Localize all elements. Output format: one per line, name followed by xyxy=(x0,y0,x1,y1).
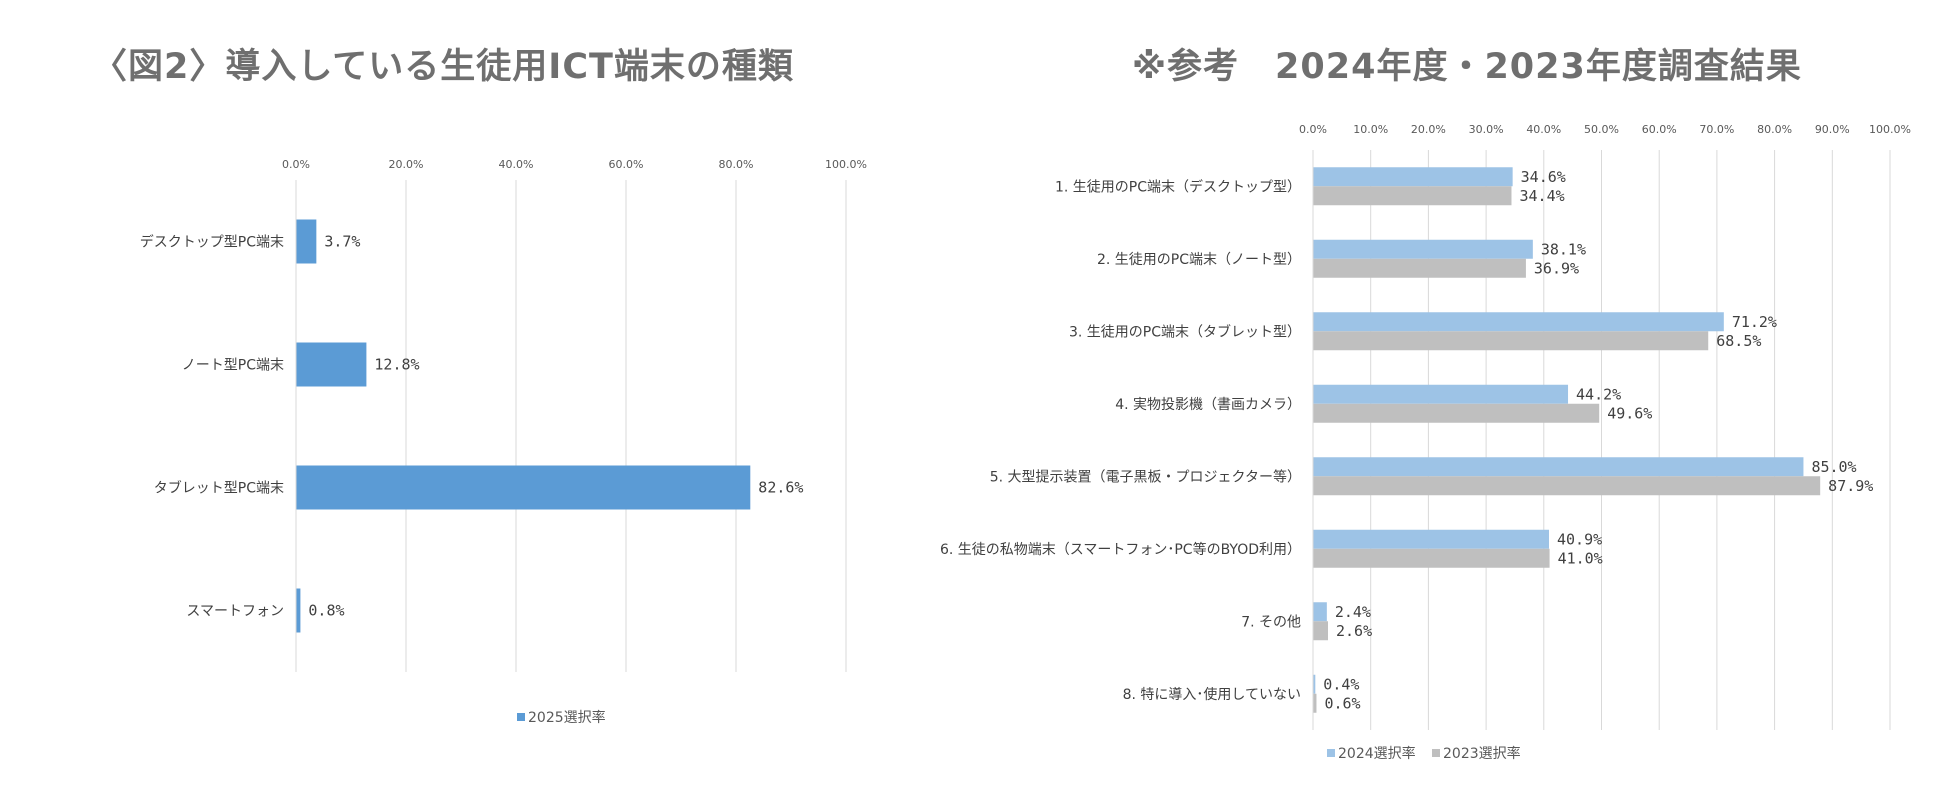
right-data-label: 2.6% xyxy=(1336,622,1372,640)
right-category-label: 5. 大型提示装置（電子黒板・プロジェクター等） xyxy=(990,468,1301,485)
left-data-label: 82.6% xyxy=(758,479,803,497)
left-tick-label: 80.0% xyxy=(719,158,754,171)
right-data-label: 44.2% xyxy=(1576,385,1621,403)
right-tick-label: 60.0% xyxy=(1642,123,1677,136)
right-bar xyxy=(1313,239,1533,259)
left-tick-label: 40.0% xyxy=(499,158,534,171)
right-bar xyxy=(1313,384,1569,404)
right-data-label: 87.9% xyxy=(1828,477,1873,495)
left-tick-label: 100.0% xyxy=(825,158,867,171)
right-tick-label: 30.0% xyxy=(1469,123,1504,136)
right-bar xyxy=(1313,476,1821,496)
right-tick-label: 20.0% xyxy=(1411,123,1446,136)
right-data-label: 34.4% xyxy=(1519,187,1564,205)
right-data-label: 0.6% xyxy=(1324,694,1360,712)
right-category-label: 2. 生徒用のPC端末（ノート型） xyxy=(1097,252,1301,268)
left-bar xyxy=(296,588,301,633)
right-tick-label: 10.0% xyxy=(1353,123,1388,136)
right-data-label: 34.6% xyxy=(1521,168,1566,186)
right-data-label: 2.4% xyxy=(1335,603,1371,621)
right-category-label: 6. 生徒の私物端末（スマートフォン･PC等のBYOD利用） xyxy=(940,541,1301,558)
right-bar xyxy=(1313,621,1329,641)
right-data-label: 40.9% xyxy=(1557,530,1602,548)
right-legend-label: 2024選択率 xyxy=(1338,745,1416,762)
left-bar xyxy=(296,465,751,510)
right-tick-label: 80.0% xyxy=(1757,123,1792,136)
right-tick-label: 40.0% xyxy=(1526,123,1561,136)
right-tick-label: 90.0% xyxy=(1815,123,1850,136)
right-category-label: 3. 生徒用のPC端末（タブレット型） xyxy=(1069,323,1301,340)
left-tick-label: 60.0% xyxy=(609,158,644,171)
left-data-label: 0.8% xyxy=(308,602,344,620)
right-category-label: 7. その他 xyxy=(1241,614,1301,630)
right-bar xyxy=(1313,457,1804,477)
left-tick-label: 20.0% xyxy=(389,158,424,171)
left-bar xyxy=(296,219,317,264)
right-bar xyxy=(1313,674,1316,694)
left-category-label: デスクトップ型PC端末 xyxy=(140,234,284,251)
right-legend-label: 2023選択率 xyxy=(1443,745,1521,762)
right-data-label: 49.6% xyxy=(1607,404,1652,422)
right-bar xyxy=(1313,548,1550,568)
left-bar-chart: 0.0% 20.0% 40.0% 60.0% 80.0% 100.0% デスクトップ型PC端… xyxy=(140,158,867,726)
right-chart-title: ※参考 2024年度・2023年度調査結果 xyxy=(1132,47,1802,87)
right-bar xyxy=(1313,529,1549,549)
left-data-label: 12.8% xyxy=(374,356,419,374)
left-legend-swatch xyxy=(517,713,525,721)
right-bar xyxy=(1313,167,1513,187)
right-category-label: 4. 実物投影機（書画カメラ） xyxy=(1115,397,1301,413)
right-bar xyxy=(1313,186,1512,206)
right-data-label: 71.2% xyxy=(1732,313,1777,331)
left-category-label: ノート型PC端末 xyxy=(182,358,284,374)
right-category-label: 8. 特に導入･使用していない xyxy=(1123,686,1301,703)
right-tick-label: 50.0% xyxy=(1584,123,1619,136)
right-bar xyxy=(1313,602,1327,622)
right-data-label: 41.0% xyxy=(1558,549,1603,567)
right-data-label: 38.1% xyxy=(1541,240,1586,258)
left-category-label: タブレット型PC端末 xyxy=(154,480,284,497)
left-bar xyxy=(296,342,367,387)
right-data-label: 36.9% xyxy=(1534,259,1579,277)
right-bar xyxy=(1313,331,1709,351)
left-chart-title: 〈図2〉導入している生徒用ICT端末の種類 xyxy=(92,47,794,87)
left-tick-label: 0.0% xyxy=(282,158,310,171)
right-bar xyxy=(1313,312,1724,332)
right-tick-label: 70.0% xyxy=(1699,123,1734,136)
left-legend-label: 2025選択率 xyxy=(528,709,606,726)
right-legend-swatch xyxy=(1327,749,1335,757)
right-data-label: 68.5% xyxy=(1716,332,1761,350)
right-bar xyxy=(1313,258,1526,278)
right-tick-label: 100.0% xyxy=(1869,123,1911,136)
right-legend-swatch xyxy=(1432,749,1440,757)
left-category-label: スマートフォン xyxy=(186,604,284,620)
left-data-label: 3.7% xyxy=(324,233,360,251)
right-bar xyxy=(1313,693,1317,713)
right-tick-label: 0.0% xyxy=(1299,123,1327,136)
right-data-label: 85.0% xyxy=(1811,458,1856,476)
right-bar xyxy=(1313,403,1600,423)
right-data-label: 0.4% xyxy=(1323,675,1359,693)
right-category-label: 1. 生徒用のPC端末（デスクトップ型） xyxy=(1055,178,1301,195)
